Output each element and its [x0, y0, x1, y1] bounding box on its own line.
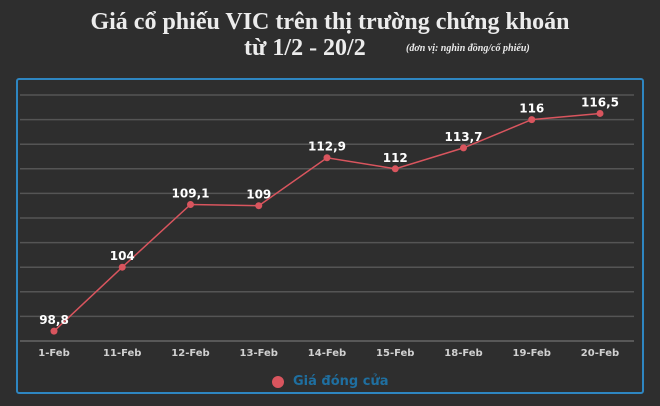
x-tick-label: 15-Feb	[376, 348, 414, 359]
legend: Giá đóng cửa	[272, 374, 388, 389]
data-label: 113,7	[445, 130, 483, 144]
x-tick-label: 18-Feb	[444, 348, 482, 359]
data-point-marker[interactable]	[255, 202, 263, 210]
x-tick-label: 19-Feb	[513, 348, 551, 359]
data-point-marker[interactable]	[596, 109, 604, 117]
data-point-marker[interactable]	[187, 200, 194, 208]
chart-frame	[16, 78, 644, 394]
x-tick-label: 14-Feb	[308, 348, 346, 359]
data-point-marker[interactable]	[528, 116, 536, 124]
data-label: 109	[246, 188, 271, 202]
data-label: 104	[110, 249, 135, 263]
data-point-marker[interactable]	[118, 263, 126, 271]
x-tick-label: 20-Feb	[581, 348, 619, 359]
data-label: 112	[383, 151, 408, 165]
x-tick-label: 13-Feb	[240, 348, 278, 359]
chart-title: Giá cổ phiếu VIC trên thị trường chứng k…	[90, 9, 570, 35]
data-point-marker[interactable]	[323, 154, 331, 162]
data-label: 109,1	[172, 186, 210, 200]
data-point-marker[interactable]	[391, 165, 399, 173]
data-label: 112,9	[308, 140, 346, 154]
x-tick-label: 12-Feb	[171, 348, 209, 359]
legend-marker-icon	[272, 375, 284, 388]
x-tick-label: 11-Feb	[103, 348, 141, 359]
data-label: 98,8	[39, 313, 69, 327]
legend-label: Giá đóng cửa	[293, 374, 389, 389]
data-label: 116,5	[581, 95, 619, 109]
x-tick-label: 1-Feb	[38, 348, 69, 359]
data-point-marker[interactable]	[460, 144, 467, 152]
data-label: 116	[519, 102, 544, 116]
unit-note: (đơn vị: nghìn đồng/cổ phiếu)	[406, 43, 530, 54]
chart-subtitle: từ 1/2 - 20/2	[244, 35, 366, 61]
data-point-marker[interactable]	[50, 327, 58, 335]
